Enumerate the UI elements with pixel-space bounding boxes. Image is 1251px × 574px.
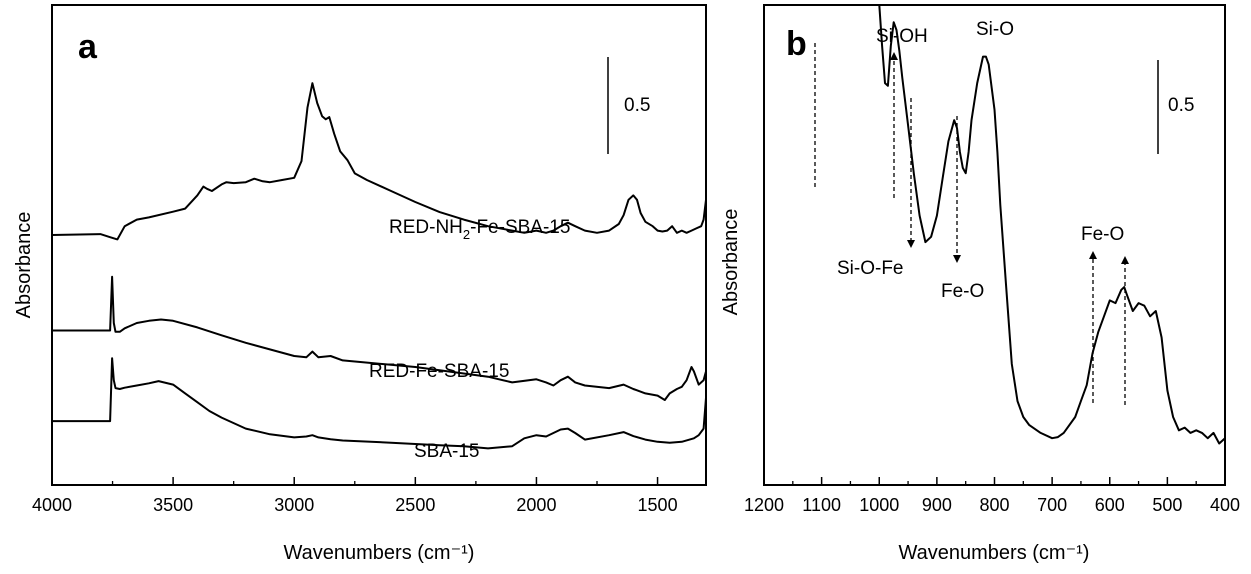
panel-a-y-axis-title: Absorbance — [13, 212, 35, 319]
panel-a-annotation-red-nh2-fe-sba-15: RED-NH2-Fe-SBA-15 — [389, 217, 570, 242]
panel-b-x-tick-label: 400 — [1210, 495, 1240, 515]
panel-b-letter: b — [786, 25, 807, 63]
panel-a-series-red-nh-fe-sba-15 — [51, 82, 707, 241]
panel-b-x-tick-label: 1200 — [744, 495, 784, 515]
panel-b-x-tick-label: 600 — [1095, 495, 1125, 515]
panel-a-x-ticks: 4000 3500 3000 2500 2000 1500 — [32, 477, 678, 515]
panel-a-plot-frame — [51, 4, 707, 486]
panel-b-x-tick-label: 1100 — [802, 495, 841, 515]
panel-b-plot-frame — [763, 4, 1226, 486]
panel-a-x-tick-label: 1500 — [638, 495, 678, 515]
panel-b-annotation-si-o: Si-O — [976, 19, 1014, 40]
panel-a-scale-label: 0.5 — [624, 95, 650, 116]
panel-a-series-red-fe-sba-15 — [52, 275, 707, 401]
panel-b-x-ticks: 1200 1100 1000 900 800 700 600 500 400 — [744, 477, 1240, 515]
panel-a-x-tick-label: 2500 — [395, 495, 435, 515]
panel-a-x-tick-label: 4000 — [32, 495, 72, 515]
panel-b-x-tick-label: 800 — [979, 495, 1009, 515]
panel-a-annotation-red-fe-sba-15: RED-Fe-SBA-15 — [369, 361, 509, 382]
panel-a-letter: a — [78, 28, 98, 66]
panel-b-annotation-si-oh: Si-OH — [876, 26, 928, 47]
panel-a-chart: 4000 3500 3000 2500 2000 1500 a 0.5 RED-NH2-F… — [13, 4, 707, 564]
panel-a-x-tick-label: 3000 — [274, 495, 314, 515]
panel-b-y-axis-title: Absorbance — [720, 209, 742, 316]
panel-b-x-tick-label: 900 — [922, 495, 952, 515]
panel-b-annotation-fe-o-2: Fe-O — [1081, 224, 1124, 245]
panel-a-annotation-sba-15: SBA-15 — [414, 441, 479, 462]
panel-b-series-group — [876, 4, 1226, 445]
panel-b-x-tick-label: 700 — [1037, 495, 1067, 515]
panel-a-series-group — [51, 82, 707, 450]
panel-a-x-axis-title: Wavenumbers (cm⁻¹) — [284, 542, 475, 564]
panel-b-scale-label: 0.5 — [1168, 95, 1194, 116]
panel-a-series-sba-15 — [52, 357, 707, 450]
panel-b-chart: 1200 1100 1000 900 800 700 600 500 400 b 0.5 Si-… — [720, 4, 1240, 564]
panel-a-x-tick-label: 3500 — [153, 495, 193, 515]
panel-b-annotation-fe-o-1: Fe-O — [941, 281, 984, 302]
panel-b-series-spectrum — [876, 4, 1226, 445]
panel-b-x-tick-label: 1000 — [859, 495, 899, 515]
panel-b-annotation-si-o-fe: Si-O-Fe — [837, 258, 904, 279]
panel-b-x-tick-label: 500 — [1152, 495, 1182, 515]
panel-a-x-tick-label: 2000 — [516, 495, 556, 515]
panel-b-x-axis-title: Wavenumbers (cm⁻¹) — [899, 542, 1090, 564]
